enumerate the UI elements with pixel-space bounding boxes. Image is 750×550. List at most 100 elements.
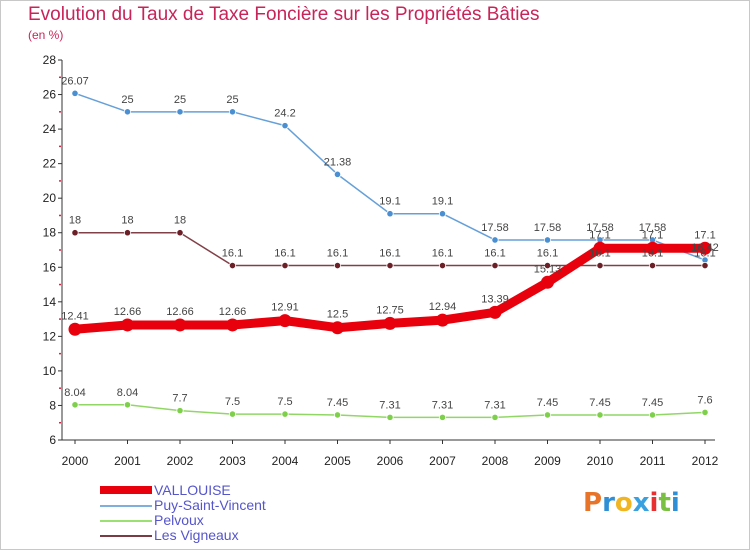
y-tick-label: 10 <box>43 364 57 378</box>
series-layer <box>68 89 712 421</box>
legend-swatch-puy-saint-vincent <box>100 505 152 507</box>
x-tick-label: 2002 <box>167 454 194 468</box>
x-tick-label: 2006 <box>377 454 404 468</box>
data-point-pelvoux <box>123 401 132 409</box>
data-label-les-vigneaux: 16.1 <box>694 248 715 260</box>
data-point-puy-saint-vincent <box>543 236 552 244</box>
data-point-les-vigneaux <box>648 261 657 270</box>
data-label-les-vigneaux: 16.1 <box>222 248 243 260</box>
data-point-pelvoux <box>228 410 237 418</box>
data-point-vallouise <box>331 321 344 335</box>
x-tick-label: 2000 <box>62 454 89 468</box>
x-tick-label: 2008 <box>482 454 509 468</box>
data-point-les-vigneaux <box>281 261 289 270</box>
data-label-puy-saint-vincent: 17.58 <box>534 222 562 234</box>
data-label-les-vigneaux: 18 <box>69 215 81 227</box>
data-point-pelvoux <box>543 411 552 419</box>
logo-letter: P <box>583 488 603 518</box>
data-label-pelvoux: 8.04 <box>64 387 85 399</box>
data-point-les-vigneaux <box>386 261 394 270</box>
data-label-vallouise: 13.39 <box>481 293 509 305</box>
data-label-puy-saint-vincent: 17.58 <box>586 222 614 234</box>
data-point-les-vigneaux <box>228 261 237 270</box>
data-point-puy-saint-vincent <box>281 122 289 130</box>
data-label-vallouise: 12.66 <box>166 306 194 318</box>
y-tick-label: 20 <box>43 191 57 205</box>
data-label-vallouise: 12.94 <box>429 301 457 313</box>
data-label-vallouise: 17.1 <box>589 229 610 241</box>
data-point-les-vigneaux <box>543 261 552 270</box>
data-point-vallouise <box>541 275 554 289</box>
y-tick-label: 8 <box>49 398 56 412</box>
data-point-puy-saint-vincent <box>71 89 79 97</box>
logo-letter: t <box>658 488 671 518</box>
data-label-puy-saint-vincent: 16.42 <box>691 242 719 254</box>
legend-swatch-pelvoux <box>100 520 152 522</box>
data-label-les-vigneaux: 18 <box>174 215 186 227</box>
data-point-pelvoux <box>71 401 79 409</box>
data-label-les-vigneaux: 16.1 <box>327 248 348 260</box>
data-label-puy-saint-vincent: 25 <box>226 94 238 106</box>
data-point-les-vigneaux <box>333 261 342 270</box>
data-label-les-vigneaux: 16.1 <box>274 248 295 260</box>
data-point-les-vigneaux <box>491 261 499 270</box>
data-label-puy-saint-vincent: 24.2 <box>274 108 295 120</box>
data-label-les-vigneaux: 16.1 <box>484 248 505 260</box>
data-point-vallouise <box>383 316 397 330</box>
y-tick-label: 16 <box>43 260 57 274</box>
data-label-puy-saint-vincent: 17.58 <box>481 222 509 234</box>
legend-label-les-vigneaux: Les Vigneaux <box>154 527 239 543</box>
data-label-pelvoux: 7.31 <box>379 399 400 411</box>
data-label-vallouise: 17.1 <box>642 229 663 241</box>
data-point-vallouise <box>488 305 502 319</box>
data-point-pelvoux <box>281 410 289 418</box>
y-tick-label: 22 <box>43 157 57 171</box>
data-point-puy-saint-vincent <box>438 210 447 218</box>
y-tick-label: 24 <box>43 122 57 136</box>
data-point-pelvoux <box>701 408 709 416</box>
data-label-les-vigneaux: 18 <box>121 215 133 227</box>
data-point-pelvoux <box>386 413 394 421</box>
logo-letter: i <box>670 488 680 518</box>
legend-swatch-les-vigneaux <box>100 535 152 537</box>
data-label-pelvoux: 7.45 <box>642 397 663 409</box>
data-point-pelvoux <box>438 413 447 421</box>
x-tick-label: 2005 <box>324 454 351 468</box>
y-axis-unit: (en %) <box>28 28 64 42</box>
data-label-pelvoux: 7.5 <box>277 396 292 408</box>
data-point-les-vigneaux <box>71 229 79 237</box>
data-label-puy-saint-vincent: 25 <box>121 94 133 106</box>
data-label-puy-saint-vincent: 19.1 <box>432 196 453 208</box>
data-point-pelvoux <box>648 411 657 419</box>
x-tick-label: 2001 <box>114 454 141 468</box>
data-label-vallouise: 15.13 <box>534 263 562 275</box>
data-point-vallouise <box>226 318 239 332</box>
x-tick-label: 2007 <box>429 454 456 468</box>
data-point-pelvoux <box>491 413 499 421</box>
data-point-vallouise <box>698 241 712 255</box>
data-point-puy-saint-vincent <box>123 108 132 116</box>
data-label-pelvoux: 7.45 <box>537 397 558 409</box>
proxiti-logo: Proxiti <box>583 488 680 518</box>
logo-letter: o <box>614 488 633 518</box>
x-tick-label: 2010 <box>587 454 614 468</box>
data-label-les-vigneaux: 16.1 <box>537 248 558 260</box>
data-label-pelvoux: 7.7 <box>172 393 187 405</box>
data-label-les-vigneaux: 16.1 <box>432 248 453 260</box>
data-label-les-vigneaux: 16.1 <box>642 248 663 260</box>
data-label-les-vigneaux: 16.1 <box>589 248 610 260</box>
data-label-puy-saint-vincent: 26.07 <box>61 75 89 87</box>
data-point-puy-saint-vincent <box>333 170 342 178</box>
logo-letter: i <box>649 488 659 518</box>
data-point-vallouise <box>646 241 659 255</box>
data-point-vallouise <box>278 314 292 328</box>
chart-title: Evolution du Taux de Taxe Foncière sur l… <box>28 4 540 25</box>
y-tick-label: 14 <box>43 295 57 309</box>
data-point-les-vigneaux <box>438 261 447 270</box>
data-label-pelvoux: 7.31 <box>484 399 505 411</box>
data-point-vallouise <box>436 313 449 327</box>
data-label-pelvoux: 8.04 <box>117 387 138 399</box>
data-label-pelvoux: 7.5 <box>225 396 240 408</box>
legend-label-vallouise: VALLOUISE <box>154 482 231 498</box>
